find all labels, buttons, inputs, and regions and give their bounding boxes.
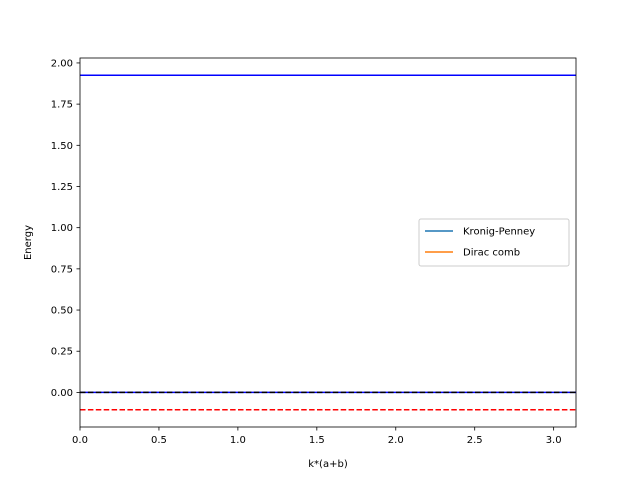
y-tick-label: 1.00	[51, 223, 73, 234]
x-tick-label: 2.5	[467, 435, 483, 446]
y-tick-label: 2.00	[51, 58, 73, 69]
y-tick-label: 1.25	[51, 182, 73, 193]
x-tick-label: 3.0	[546, 435, 562, 446]
x-tick-label: 0.0	[72, 435, 88, 446]
legend-label: Dirac comb	[463, 248, 520, 259]
axes-layer: 0.0 0.5 1.0 1.5 2.0 2.5 3.0 0.00 0.25 0.50 0.75 1.0…	[51, 58, 562, 446]
y-tick-label: 0.75	[51, 264, 73, 275]
y-tick-label: 1.75	[51, 100, 73, 111]
x-tick-label: 1.0	[230, 435, 246, 446]
y-axis-label: Energy	[23, 225, 34, 260]
y-tick-label: 1.50	[51, 141, 73, 152]
x-axis-label: k*(a+b)	[308, 459, 348, 470]
legend-box	[418, 218, 570, 267]
series-layer	[80, 74, 576, 411]
y-tick-label: 0.50	[51, 306, 73, 317]
x-tick-label: 2.0	[388, 435, 404, 446]
plot-frame	[79, 57, 577, 428]
x-tick-label: 1.5	[309, 435, 325, 446]
y-tick-label: 0.00	[51, 388, 73, 399]
legend: Kronig-Penney Dirac comb	[418, 218, 570, 267]
y-tick-label: 0.25	[51, 347, 73, 358]
legend-label: Kronig-Penney	[463, 227, 535, 238]
x-tick-label: 0.5	[151, 435, 167, 446]
